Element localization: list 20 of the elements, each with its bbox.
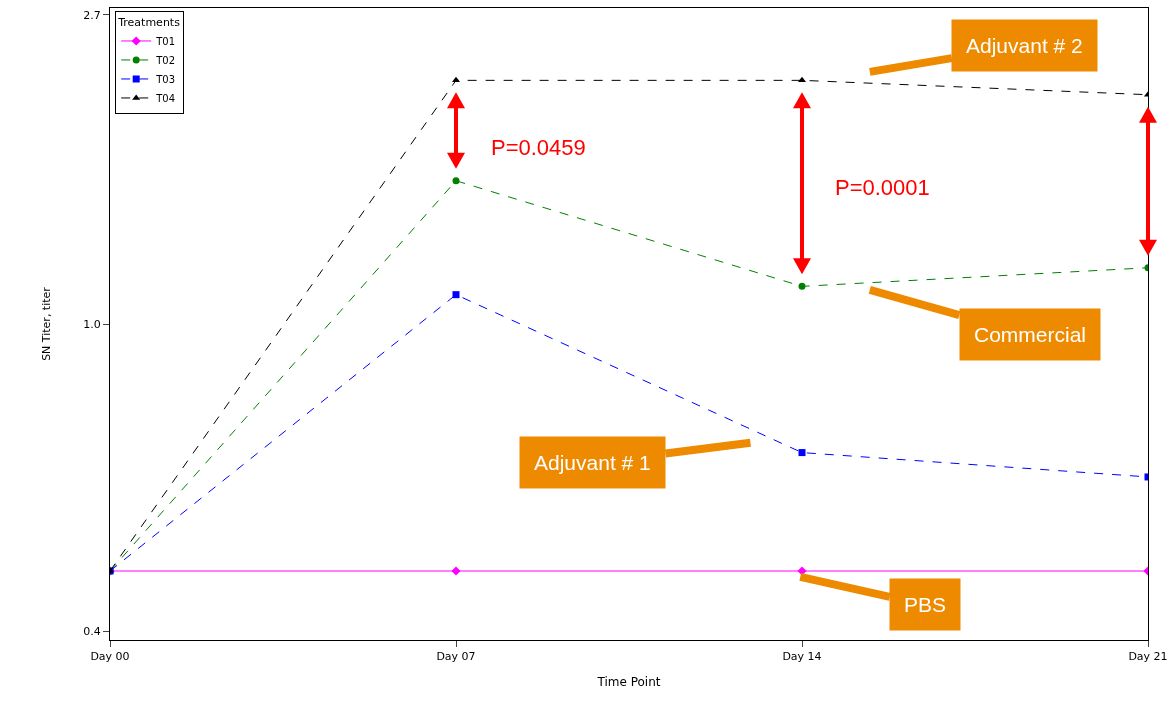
- y-tick-label: 1.0: [83, 317, 101, 331]
- x-tick-label: Day 00: [90, 650, 130, 664]
- annotation: Adjuvant # 1: [534, 451, 651, 474]
- y-tick-label: 0.4: [83, 625, 101, 639]
- x-tick-label: Day 14: [782, 650, 822, 664]
- y-tick-label: 2.7: [83, 8, 101, 22]
- annotation: P=0.0459: [491, 135, 586, 160]
- x-tick-label: Day 21: [1128, 650, 1168, 664]
- annotation: Commercial: [974, 323, 1087, 346]
- annotation: PBS: [904, 593, 947, 616]
- x-axis-title: Time Point: [596, 675, 661, 689]
- y-axis-title: SN Titer, titer: [39, 286, 53, 361]
- legend-label: T01: [155, 35, 176, 47]
- legend-title: Treatments: [117, 16, 181, 30]
- annotation: Adjuvant # 2: [966, 34, 1083, 57]
- legend-label: T03: [155, 73, 176, 85]
- legend-label: T04: [155, 92, 176, 104]
- x-tick-label: Day 07: [436, 650, 476, 664]
- annotation: P=0.0001: [835, 175, 930, 200]
- legend-label: T02: [155, 54, 176, 66]
